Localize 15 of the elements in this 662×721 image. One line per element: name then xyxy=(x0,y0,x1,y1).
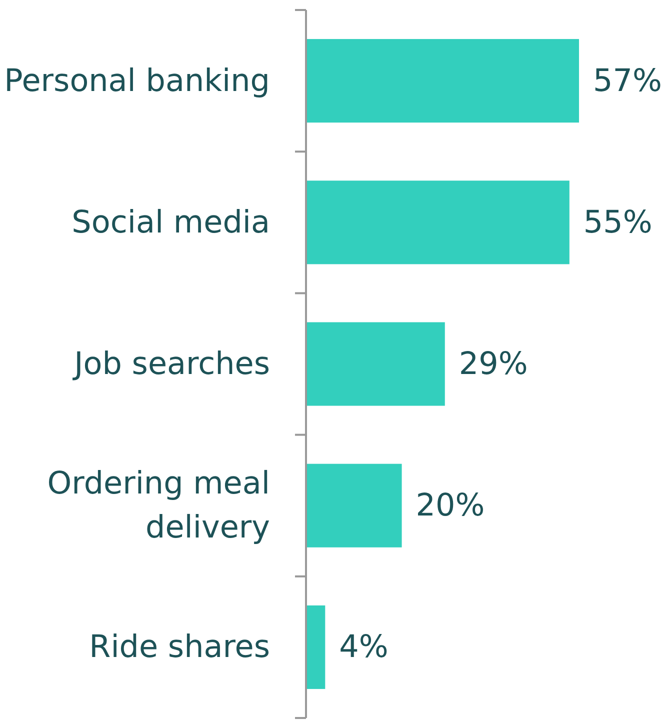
data-label: 4% xyxy=(339,629,388,666)
y-tick-label: Job searches xyxy=(72,346,270,382)
bar xyxy=(306,39,579,123)
data-label: 57% xyxy=(593,62,662,99)
y-tick-label: Social media xyxy=(72,204,270,240)
bar xyxy=(306,322,445,406)
bar xyxy=(306,180,570,264)
data-label: 20% xyxy=(416,488,485,524)
data-label: 29% xyxy=(458,346,528,382)
y-tick-label: Ordering meal delivery xyxy=(47,466,270,546)
bar xyxy=(306,464,402,548)
y-tick-label: Personal banking xyxy=(4,62,270,99)
bar xyxy=(306,605,326,689)
data-label: 55% xyxy=(583,204,652,240)
y-tick-label: Ride shares xyxy=(89,629,270,666)
